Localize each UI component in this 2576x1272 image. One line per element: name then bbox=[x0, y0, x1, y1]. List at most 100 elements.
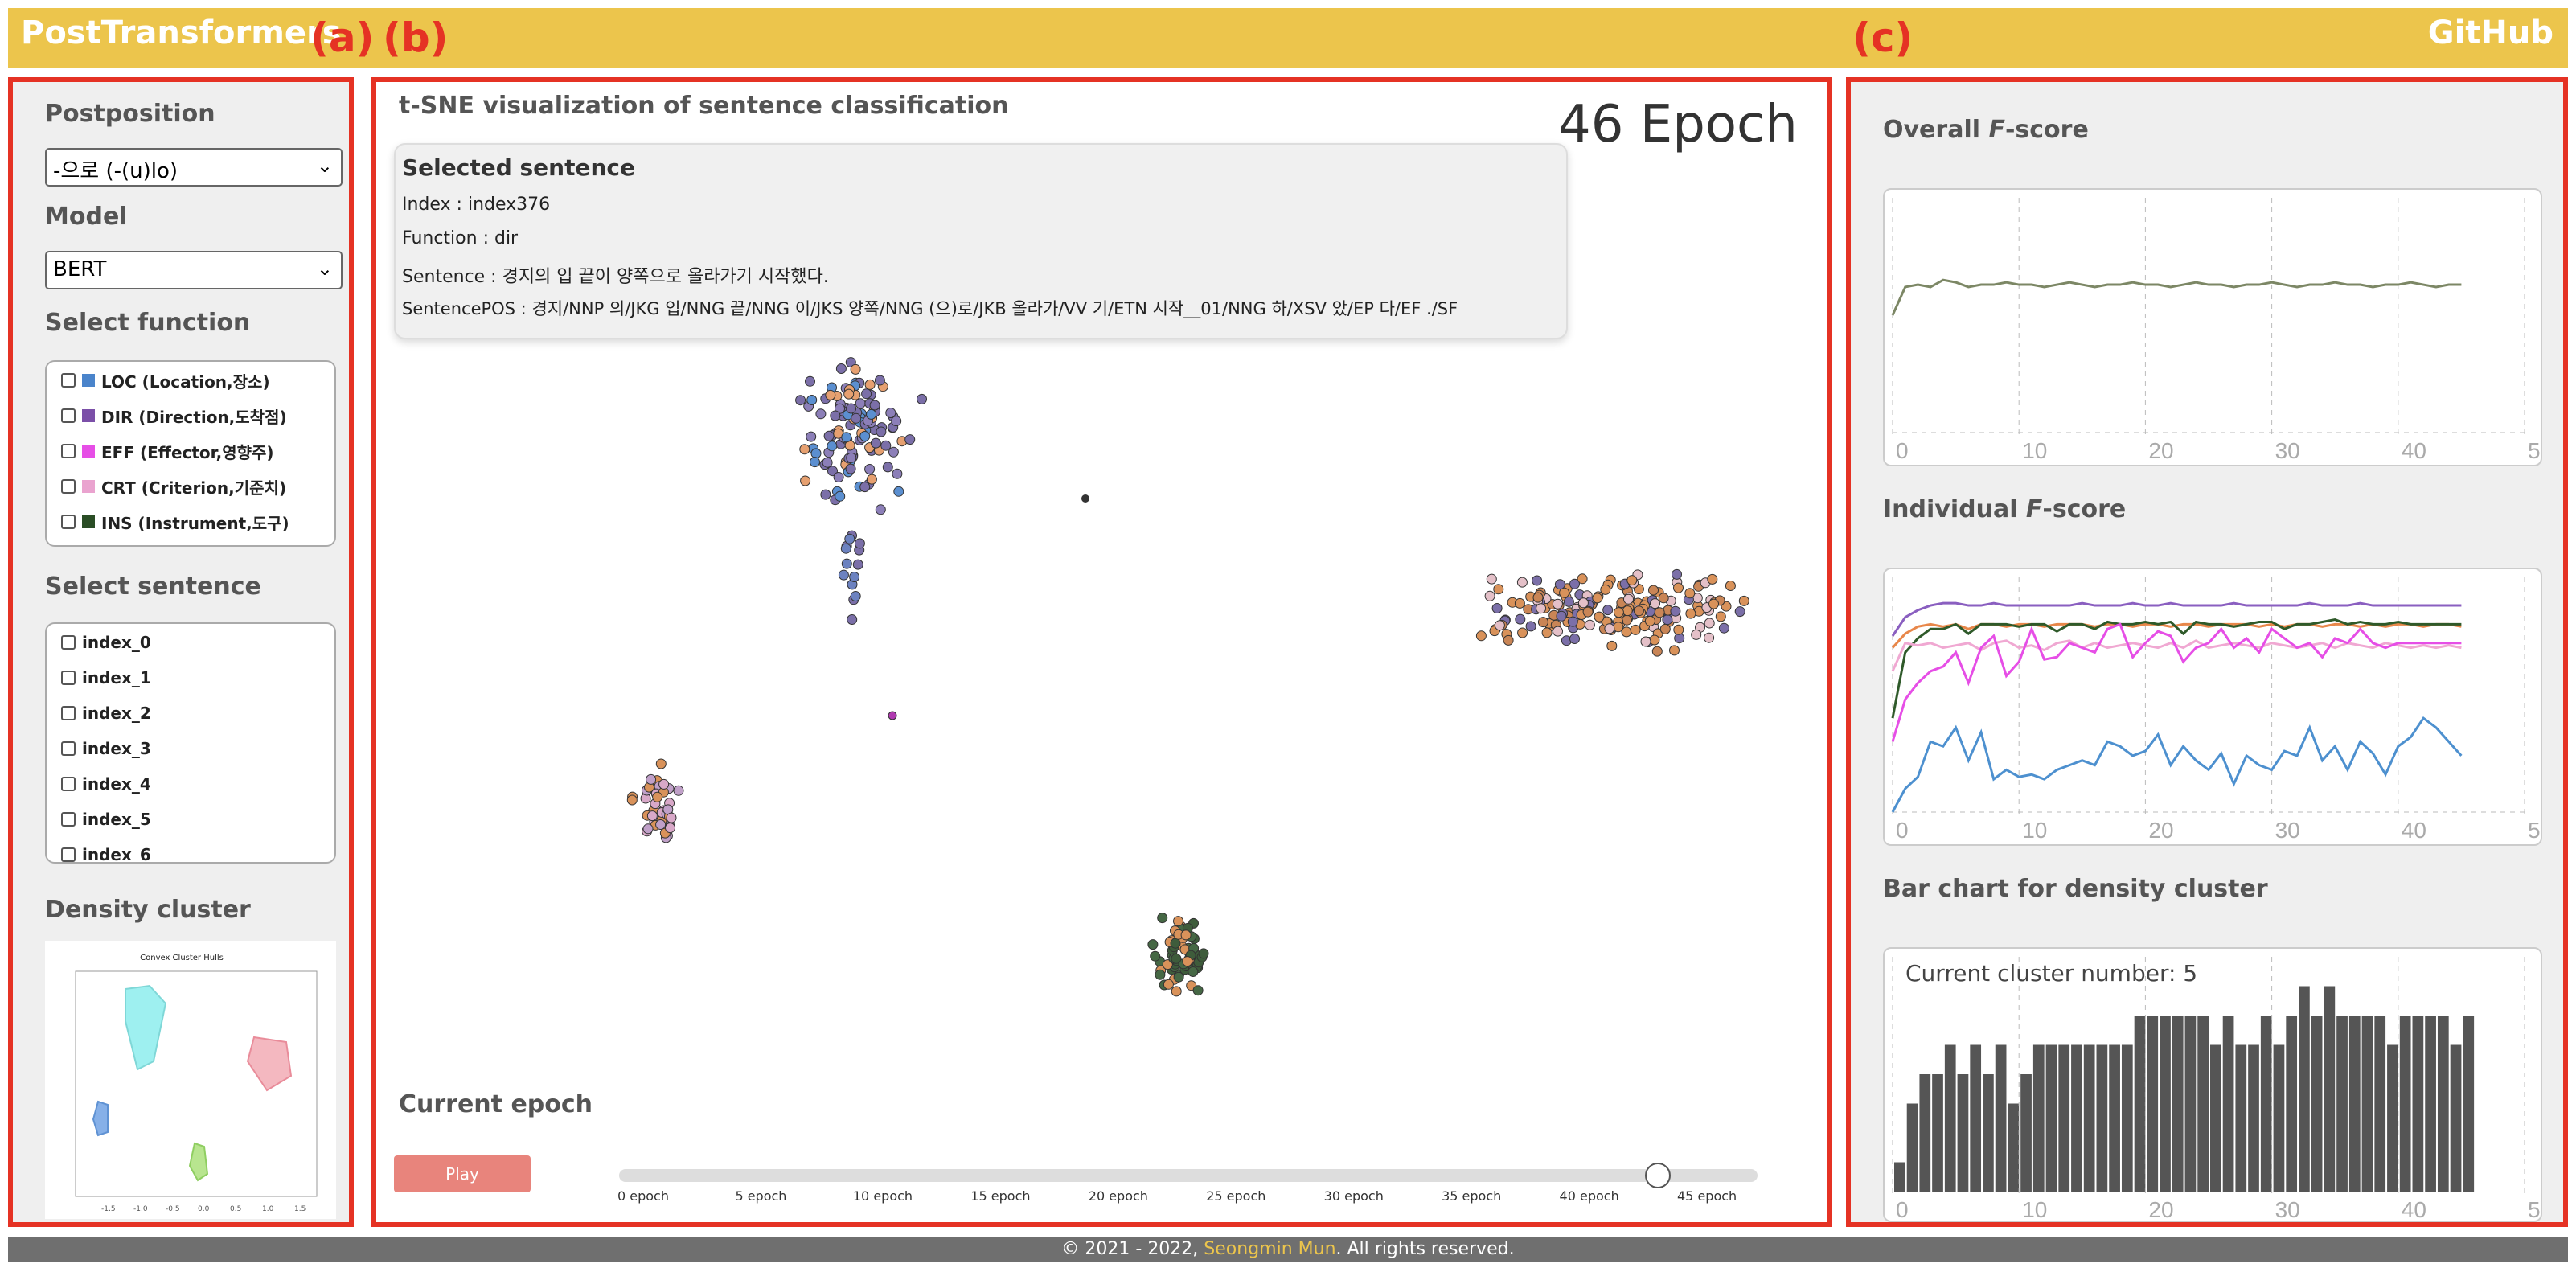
scatter-point[interactable] bbox=[1704, 632, 1715, 643]
scatter-point[interactable] bbox=[1630, 624, 1641, 635]
scatter-point[interactable] bbox=[1170, 938, 1181, 949]
scatter-point[interactable] bbox=[1691, 629, 1702, 640]
scatter-point[interactable] bbox=[859, 431, 871, 441]
scatter-point[interactable] bbox=[855, 398, 866, 409]
scatter-point[interactable] bbox=[1532, 592, 1544, 603]
sentence-item[interactable]: index_0 bbox=[61, 630, 151, 654]
scatter-point[interactable] bbox=[917, 393, 927, 404]
function-item-eff[interactable]: EFF (Effector,영향주) bbox=[61, 439, 274, 463]
checkbox[interactable] bbox=[61, 373, 76, 388]
scatter-point[interactable] bbox=[820, 489, 831, 500]
checkbox[interactable] bbox=[61, 444, 76, 458]
scatter-point[interactable] bbox=[866, 408, 877, 420]
scatter-point[interactable] bbox=[1150, 950, 1161, 962]
function-item-ins[interactable]: INS (Instrument,도구) bbox=[61, 510, 289, 534]
scatter-point[interactable] bbox=[1684, 588, 1696, 599]
github-link[interactable]: GitHub bbox=[2427, 14, 2553, 51]
scatter-point[interactable] bbox=[875, 504, 886, 515]
scatter-point[interactable] bbox=[1626, 575, 1638, 586]
scatter-point[interactable] bbox=[830, 410, 841, 421]
scatter-point[interactable] bbox=[1567, 616, 1578, 627]
scatter-point[interactable] bbox=[800, 475, 811, 486]
scatter-point[interactable] bbox=[1613, 622, 1624, 633]
scatter-point[interactable] bbox=[864, 379, 876, 390]
scatter-point[interactable] bbox=[1515, 613, 1526, 625]
scatter-point[interactable] bbox=[1577, 597, 1589, 609]
scatter-point[interactable] bbox=[846, 403, 857, 414]
scatter-point[interactable] bbox=[1182, 956, 1193, 967]
app-brand[interactable]: PostTransformers bbox=[21, 14, 342, 51]
scatter-point[interactable] bbox=[1484, 590, 1495, 601]
scatter-point[interactable] bbox=[869, 400, 880, 411]
scatter-point[interactable] bbox=[1171, 953, 1182, 964]
scatter-point[interactable] bbox=[806, 395, 818, 405]
scatter-point[interactable] bbox=[655, 819, 667, 830]
scatter-point[interactable] bbox=[815, 408, 827, 420]
scatter-point[interactable] bbox=[658, 778, 670, 790]
scatter-point[interactable] bbox=[850, 363, 861, 375]
checkbox[interactable] bbox=[61, 515, 76, 529]
checkbox[interactable] bbox=[61, 777, 76, 791]
scatter-point[interactable] bbox=[1623, 593, 1634, 605]
scatter-point[interactable] bbox=[838, 569, 849, 581]
scatter-point[interactable] bbox=[1707, 573, 1718, 585]
scatter-point[interactable] bbox=[1569, 578, 1580, 589]
tsne-scatter-plot[interactable] bbox=[378, 322, 1825, 1061]
scatter-point[interactable] bbox=[655, 758, 667, 769]
scatter-point[interactable] bbox=[850, 591, 861, 601]
scatter-point[interactable] bbox=[823, 430, 835, 441]
scatter-point[interactable] bbox=[891, 416, 902, 427]
scatter-point[interactable] bbox=[1532, 575, 1543, 586]
scatter-point[interactable] bbox=[1147, 939, 1159, 950]
scatter-point[interactable] bbox=[841, 558, 852, 569]
scatter-point[interactable] bbox=[1725, 581, 1736, 591]
scatter-point[interactable] bbox=[1180, 929, 1192, 941]
sentence-item[interactable]: index_3 bbox=[61, 737, 151, 761]
scatter-point[interactable] bbox=[1569, 634, 1580, 644]
scatter-point[interactable] bbox=[1157, 913, 1168, 924]
scatter-point[interactable] bbox=[844, 533, 855, 544]
scatter-point[interactable] bbox=[1633, 605, 1644, 617]
scatter-point[interactable] bbox=[1475, 630, 1487, 642]
checkbox[interactable] bbox=[61, 847, 76, 862]
scatter-point[interactable] bbox=[1602, 605, 1614, 616]
scatter-point[interactable] bbox=[835, 363, 847, 374]
scatter-point[interactable] bbox=[1718, 622, 1729, 634]
footer-author-link[interactable]: Seongmin Mun bbox=[1204, 1239, 1336, 1259]
scatter-point[interactable] bbox=[1715, 611, 1726, 622]
sentence-item[interactable]: index_4 bbox=[61, 772, 151, 796]
scatter-point[interactable] bbox=[1606, 640, 1618, 651]
scatter-point[interactable] bbox=[851, 412, 862, 424]
scatter-point[interactable] bbox=[835, 490, 846, 502]
scatter-point[interactable] bbox=[859, 482, 871, 493]
scatter-point[interactable] bbox=[1738, 595, 1749, 606]
scatter-point[interactable] bbox=[892, 468, 903, 479]
scatter-point[interactable] bbox=[626, 794, 638, 806]
scatter-point[interactable] bbox=[646, 810, 658, 822]
scatter-point[interactable] bbox=[1192, 985, 1204, 996]
scatter-point[interactable] bbox=[652, 791, 663, 802]
scatter-point[interactable] bbox=[1503, 634, 1514, 646]
function-item-dir[interactable]: DIR (Direction,도착점) bbox=[61, 404, 287, 428]
scatter-point[interactable] bbox=[1517, 627, 1528, 638]
scatter-point[interactable] bbox=[833, 472, 844, 482]
scatter-point[interactable] bbox=[1081, 494, 1089, 503]
scatter-point[interactable] bbox=[1651, 646, 1663, 657]
scatter-point[interactable] bbox=[876, 426, 887, 437]
epoch-slider-handle[interactable] bbox=[1645, 1163, 1671, 1188]
scatter-point[interactable] bbox=[673, 785, 684, 796]
sentence-list[interactable]: index_0 index_1 index_2 index_3 index_4 … bbox=[45, 622, 336, 864]
scatter-point[interactable] bbox=[1654, 607, 1665, 618]
sentence-item[interactable]: index_6 bbox=[61, 843, 151, 862]
scatter-point[interactable] bbox=[1577, 573, 1588, 585]
checkbox[interactable] bbox=[61, 671, 76, 685]
scatter-point[interactable] bbox=[1556, 610, 1567, 622]
scatter-point[interactable] bbox=[1486, 573, 1497, 585]
scatter-point[interactable] bbox=[1592, 593, 1603, 604]
scatter-point[interactable] bbox=[1650, 598, 1660, 609]
scatter-point[interactable] bbox=[1155, 969, 1166, 980]
play-button[interactable]: Play bbox=[394, 1155, 531, 1192]
scatter-point[interactable] bbox=[1594, 611, 1605, 622]
postposition-select[interactable]: -으로 (-(u)lo) ⌄ bbox=[45, 148, 343, 187]
scatter-point[interactable] bbox=[885, 408, 896, 418]
